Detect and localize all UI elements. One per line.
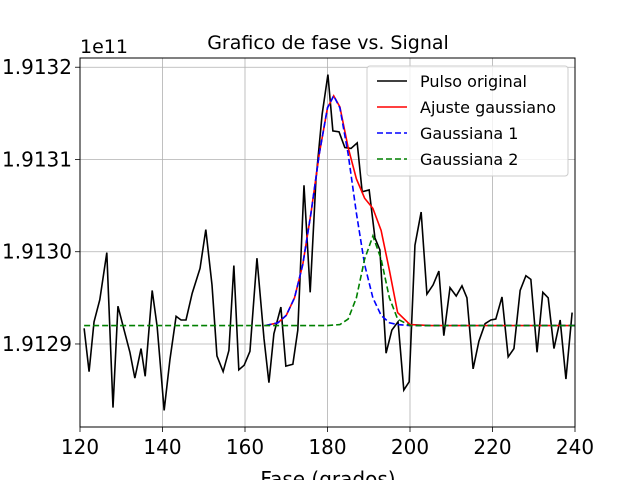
y-offset-label: 1e11: [80, 36, 128, 58]
legend-label: Ajuste gaussiano: [420, 98, 556, 117]
y-tick-label: 1.9132: [2, 55, 72, 79]
x-axis-label: Fase (grados): [260, 467, 395, 480]
y-tick-label: 1.9129: [2, 332, 72, 356]
legend-box: [366, 65, 569, 177]
line-series: [83, 74, 573, 411]
legend-label: Gaussiana 1: [420, 124, 518, 143]
y-tick-label: 1.9131: [2, 147, 72, 171]
x-tick-label: 140: [143, 435, 181, 459]
line-series: [84, 233, 575, 327]
x-tick-label: 160: [226, 435, 264, 459]
x-tick-label: 180: [308, 435, 346, 459]
x-tick-label: 220: [473, 435, 511, 459]
plot-frame: [79, 57, 576, 428]
chart-title: Grafico de fase vs. Signal: [207, 32, 449, 54]
legend-label: Pulso original: [420, 72, 527, 91]
legend-label: Gaussiana 2: [420, 150, 518, 169]
y-tick-label: 1.9130: [2, 240, 72, 264]
x-tick-label: 200: [391, 435, 429, 459]
x-tick-label: 240: [556, 435, 594, 459]
x-tick-label: 120: [61, 435, 99, 459]
legend: Pulso original Ajuste gaussiano Gaussiana …: [366, 65, 569, 177]
